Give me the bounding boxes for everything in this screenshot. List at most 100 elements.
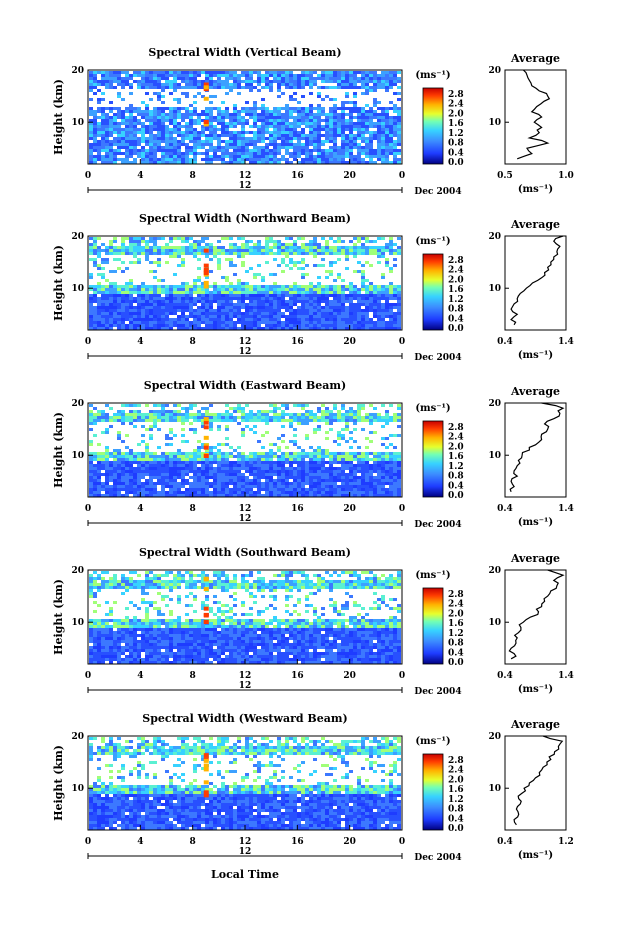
- heatmap-cell: [201, 470, 205, 473]
- heatmap-cell: [309, 246, 313, 249]
- heatmap-cell: [169, 488, 173, 491]
- heatmap-cell: [205, 485, 209, 488]
- heatmap-cell: [165, 80, 169, 83]
- heatmap-cell: [245, 288, 249, 291]
- heatmap-cell: [185, 306, 189, 309]
- heatmap-cell: [261, 413, 265, 416]
- avg-x-tick-label: 1.0: [558, 171, 574, 181]
- heatmap-cell: [329, 152, 333, 155]
- heatmap-cell: [249, 80, 253, 83]
- heatmap-cell: [253, 152, 257, 155]
- heatmap-cell: [337, 246, 341, 249]
- heatmap-cell: [121, 300, 125, 303]
- heatmap-cell: [321, 237, 325, 240]
- heatmap-cell: [169, 321, 173, 324]
- heatmap-cell: [153, 252, 157, 255]
- heatmap-cell: [209, 324, 213, 327]
- heatmap-cell: [349, 464, 353, 467]
- heatmap-cell: [193, 143, 197, 146]
- heatmap-cell: [257, 482, 261, 485]
- heatmap-cell: [197, 258, 201, 261]
- heatmap-cell: [265, 479, 269, 482]
- heatmap-cell: [313, 428, 317, 431]
- heatmap-cell: [345, 149, 349, 152]
- heatmap-cell: [293, 428, 297, 431]
- heatmap-cell: [93, 161, 97, 164]
- heatmap-cell: [125, 482, 129, 485]
- heatmap-cell: [249, 300, 253, 303]
- heatmap-cell: [121, 119, 125, 122]
- heatmap-cell: [353, 237, 357, 240]
- heatmap-cell: [105, 488, 109, 491]
- heatmap-cell: [109, 249, 113, 252]
- heatmap-cell: [321, 482, 325, 485]
- heatmap-cell: [357, 291, 361, 294]
- heatmap-cell: [349, 149, 353, 152]
- heatmap-cell: [233, 449, 237, 452]
- heatmap-cell: [121, 137, 125, 140]
- heatmap-cell: [385, 74, 389, 77]
- heatmap-cell: [217, 443, 221, 446]
- heatmap-cell: [149, 300, 153, 303]
- heatmap-cell: [377, 158, 381, 161]
- heatmap-cell: [129, 77, 133, 80]
- heatmap-cell: [97, 413, 101, 416]
- heatmap-cell: [129, 134, 133, 137]
- heatmap-cell: [153, 303, 157, 306]
- heatmap-cell: [281, 288, 285, 291]
- heatmap-cell: [233, 273, 237, 276]
- heatmap-cell: [281, 455, 285, 458]
- heatmap-cell: [169, 431, 173, 434]
- heatmap-cell: [361, 152, 365, 155]
- heatmap-cell: [217, 267, 221, 270]
- heatmap-cell: [129, 309, 133, 312]
- heatmap-cell: [105, 321, 109, 324]
- heatmap-cell: [397, 479, 401, 482]
- heatmap-cell: [249, 158, 253, 161]
- heatmap-cell: [93, 92, 97, 95]
- heatmap-cells: [89, 404, 401, 497]
- heatmap-cell: [245, 152, 249, 155]
- heatmap-cell: [229, 294, 233, 297]
- heatmap-cell: [217, 128, 221, 131]
- heatmap-cell: [233, 419, 237, 422]
- heatmap-cell: [265, 318, 269, 321]
- heatmap-cell: [373, 134, 377, 137]
- heatmap-cell: [209, 80, 213, 83]
- heatmap-cell: [329, 324, 333, 327]
- heatmap-cell: [145, 152, 149, 155]
- heatmap-cell: [93, 116, 97, 119]
- heatmap-cell: [273, 321, 277, 324]
- heatmap-cell: [277, 407, 281, 410]
- heatmap-cell: [209, 122, 213, 125]
- heatmap-cell: [245, 71, 249, 74]
- heatmap-cell: [285, 407, 289, 410]
- heatmap-cell: [397, 140, 401, 143]
- heatmap-cell: [389, 294, 393, 297]
- heatmap-cell: [173, 455, 177, 458]
- heatmap-cell: [349, 288, 353, 291]
- heatmap-cell: [385, 476, 389, 479]
- heatmap-cell: [125, 80, 129, 83]
- heatmap-cell: [137, 327, 141, 330]
- heatmap-cell: [257, 158, 261, 161]
- heatmap-cell: [117, 306, 121, 309]
- heatmap-cell: [157, 291, 161, 294]
- heatmap-cell: [145, 249, 149, 252]
- heatmap-cell: [109, 419, 113, 422]
- heatmap-cell: [125, 237, 129, 240]
- heatmap-cell: [317, 110, 321, 113]
- heatmap-cell: [197, 482, 201, 485]
- heatmap-cell: [337, 416, 341, 419]
- heatmap-cell: [277, 77, 281, 80]
- heatmap-cell: [189, 246, 193, 249]
- heatmap-cell: [337, 131, 341, 134]
- heatmap-cell: [273, 443, 277, 446]
- heatmap-cell: [165, 452, 169, 455]
- avg-x-tick-label: 0.4: [497, 337, 513, 347]
- heatmap-cell: [269, 131, 273, 134]
- heatmap-cell: [185, 470, 189, 473]
- heatmap-cell: [349, 71, 353, 74]
- heatmap-cell: [377, 140, 381, 143]
- heatmap-cell: [205, 158, 209, 161]
